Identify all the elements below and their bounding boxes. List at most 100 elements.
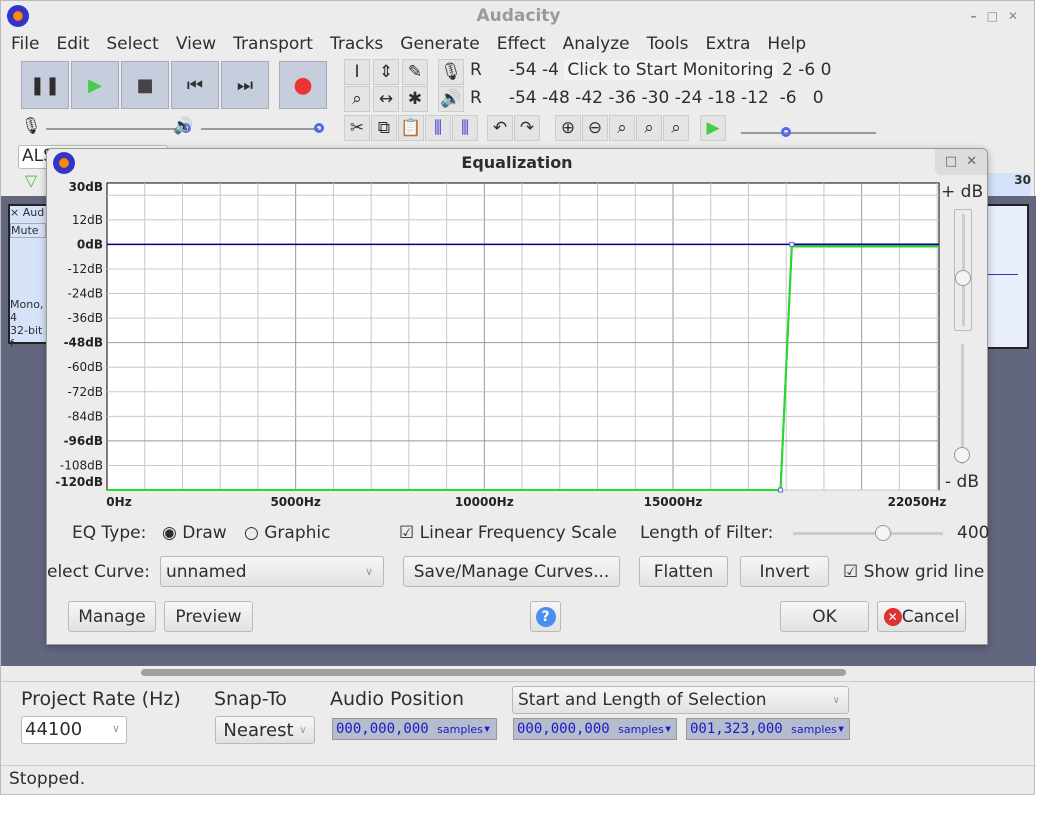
save-manage-curves-button[interactable]: Save/Manage Curves... [403,556,620,587]
speaker-volume-icon: 🔊 [173,116,193,135]
menu-extra[interactable]: Extra [705,34,751,54]
ok-button[interactable]: OK [780,601,869,632]
skip-start-button[interactable]: ⏮ [171,61,219,109]
cancel-button[interactable]: ✕ Cancel [877,601,966,632]
draw-radio[interactable]: ◉ Draw [162,523,227,543]
recording-volume-slider[interactable] [46,123,191,133]
y-tick-label: 12dB [72,213,103,227]
play-at-speed-icon[interactable]: ▶ [700,115,726,141]
menu-help[interactable]: Help [767,34,807,54]
help-button[interactable]: ? [530,601,561,632]
timeline-play-icon[interactable]: ▽ [24,171,38,190]
menu-generate[interactable]: Generate [400,34,480,54]
mic-icon[interactable]: 🎙 [438,59,464,85]
start-monitoring-button[interactable]: Click to Start Monitoring [564,60,777,80]
x-tick-label: 22050Hz [888,495,947,507]
selection-mode-select[interactable]: Start and Length of Selection ∨ [512,686,849,714]
menu-view[interactable]: View [175,34,217,54]
menu-tools[interactable]: Tools [646,34,689,54]
selection-tool[interactable]: I [344,59,370,85]
audio-position-label: Audio Position [330,688,465,710]
eq-type-label: EQ Type: [72,523,147,543]
eq-curve-1 [107,245,939,491]
envelope-tool[interactable]: ⇕ [373,59,399,85]
track-name[interactable]: Aud [22,206,45,219]
menu-tracks[interactable]: Tracks [329,34,384,54]
select-curve-label: elect Curve: [47,562,150,582]
skip-end-button[interactable]: ⏭ [221,61,269,109]
audio-position-field[interactable]: 000,000,000 samples▾ [332,718,497,740]
window-controls[interactable]: –□✕ [970,9,1028,23]
menu-effect[interactable]: Effect [496,34,546,54]
cut-icon[interactable]: ✂ [344,115,370,141]
redo-icon[interactable]: ↷ [514,115,540,141]
fit-project-icon[interactable]: ⌕ [636,115,662,141]
track-control-panel: × Aud Mute Mono, 4 32-bit f [8,204,48,350]
edit-toolbar: ✂ ⧉ 📋 ⫼ ⫼ ↶ ↷ ⊕ ⊖ ⌕ ⌕ ⌕ ▶ [344,115,726,141]
multi-tool[interactable]: ✱ [402,86,428,112]
stop-icon: ■ [136,74,154,96]
zoom-toggle-icon[interactable]: ⌕ [663,115,689,141]
track-close-button[interactable]: × [10,206,20,219]
close-icon[interactable]: ✕ [966,154,978,169]
dialog-title: Equalization [461,153,573,172]
speaker-icon[interactable]: 🔊 [438,86,464,112]
mute-button[interactable]: Mute [10,223,46,238]
trim-icon[interactable]: ⫼ [425,115,451,141]
x-tick-label: 10000Hz [455,495,514,507]
curve-select[interactable]: unnamed ∨ [160,556,384,587]
playback-meter[interactable]: R -54 -48 -42 -36 -30 -24 -18 -12 -6 0 [470,88,824,108]
graphic-radio[interactable]: ○ Graphic [244,523,331,543]
linear-frequency-checkbox[interactable]: ☑ Linear Frequency Scale [399,523,617,543]
menu-edit[interactable]: Edit [56,34,90,54]
maximize-icon[interactable]: □ [944,154,958,169]
mixer-toolbar: 🎙 🔊 [21,116,324,140]
silence-icon[interactable]: ⫼ [452,115,478,141]
zoom-tool[interactable]: ⌕ [344,86,370,112]
project-rate-select[interactable]: 44100 ∨ [21,716,127,744]
gain-min-slider[interactable] [954,344,972,469]
menu-analyze[interactable]: Analyze [562,34,630,54]
undo-icon[interactable]: ↶ [487,115,513,141]
gain-max-slider[interactable] [954,209,972,331]
y-tick-label: -84dB [68,409,103,423]
y-tick-label: -36dB [68,311,103,325]
pause-button[interactable]: ❚❚ [21,61,69,109]
menu-transport[interactable]: Transport [233,34,313,54]
filter-length-label: Length of Filter: [640,523,774,543]
menu-bar: File Edit Select View Transport Tracks Generat… [1,31,813,57]
selection-start-field[interactable]: 000,000,000 samples▾ [513,718,677,740]
record-meter[interactable]: R -54 -4 Click to Start Monitoring 2 -6 … [470,60,832,80]
invert-button[interactable]: Invert [740,556,829,587]
menu-select[interactable]: Select [106,34,159,54]
paste-icon[interactable]: 📋 [398,115,424,141]
play-speed-slider[interactable] [741,127,876,137]
waveform[interactable] [986,204,1029,349]
equalization-dialog: Equalization □ ✕ 30dB 12dB 0dB -12dB -24dB -3… [46,148,989,645]
horizontal-scrollbar[interactable] [141,669,846,676]
timeshift-tool[interactable]: ↔ [373,86,399,112]
flatten-button[interactable]: Flatten [639,556,728,587]
eq-graph[interactable]: 30dB 12dB 0dB -12dB -24dB -36dB -48dB -60dB -72d… [47,177,989,507]
manage-button[interactable]: Manage [68,601,156,632]
play-button[interactable]: ▶ [71,61,119,109]
filter-length-slider[interactable] [793,525,943,541]
show-grid-checkbox[interactable]: ☑ Show grid line [843,562,985,582]
project-rate-label: Project Rate (Hz) [21,688,181,710]
fit-selection-icon[interactable]: ⌕ [609,115,635,141]
draw-tool[interactable]: ✎ [402,59,428,85]
menu-file[interactable]: File [11,34,40,54]
playback-volume-slider[interactable] [201,123,324,133]
zoom-in-icon[interactable]: ⊕ [555,115,581,141]
timeline-ruler[interactable]: 30 [986,173,1031,197]
zoom-out-icon[interactable]: ⊖ [582,115,608,141]
preview-button[interactable]: Preview [164,601,253,632]
selection-length-field[interactable]: 001,323,000 samples▾ [686,718,850,740]
cancel-icon: ✕ [883,607,902,626]
copy-icon[interactable]: ⧉ [371,115,397,141]
record-button[interactable]: ● [279,61,327,109]
dialog-window-controls[interactable]: □ ✕ [935,149,987,175]
y-tick-label: 30dB [69,180,103,194]
stop-button[interactable]: ■ [121,61,169,109]
snap-to-select[interactable]: Nearest ∨ [215,716,315,744]
